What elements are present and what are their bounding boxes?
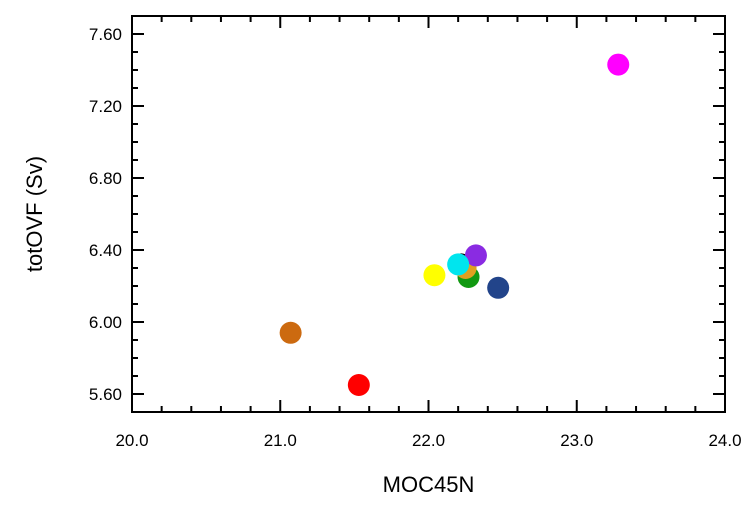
x-tick-label: 22.0 — [412, 431, 445, 450]
y-tick-label: 6.40 — [89, 241, 122, 260]
data-point-2 — [423, 264, 446, 287]
data-point-9 — [607, 53, 630, 76]
data-point-0 — [279, 321, 302, 344]
y-tick-label: 7.60 — [89, 25, 122, 44]
y-axis: 5.60 6.00 6.40 6.80 7.20 7.60 — [89, 15, 725, 413]
y-tick-label: 5.60 — [89, 385, 122, 404]
data-point-6 — [464, 244, 487, 267]
x-tick-label: 24.0 — [708, 431, 741, 450]
y-tick-label: 6.00 — [89, 313, 122, 332]
x-tick-label: 20.0 — [115, 431, 148, 450]
y-tick-label: 7.20 — [89, 97, 122, 116]
x-axis-label: MOC45N — [383, 472, 475, 497]
y-axis-label: totOVF (Sv) — [22, 156, 47, 272]
plot-frame — [131, 15, 726, 413]
data-points — [279, 53, 630, 396]
x-axis: 20.0 21.0 22.0 23.0 24.0 — [115, 16, 742, 450]
x-tick-label: 21.0 — [264, 431, 297, 450]
data-point-8 — [447, 253, 470, 276]
data-point-1 — [347, 374, 370, 396]
data-point-7 — [487, 276, 510, 299]
y-tick-label: 6.80 — [89, 169, 122, 188]
x-tick-label: 23.0 — [560, 431, 593, 450]
